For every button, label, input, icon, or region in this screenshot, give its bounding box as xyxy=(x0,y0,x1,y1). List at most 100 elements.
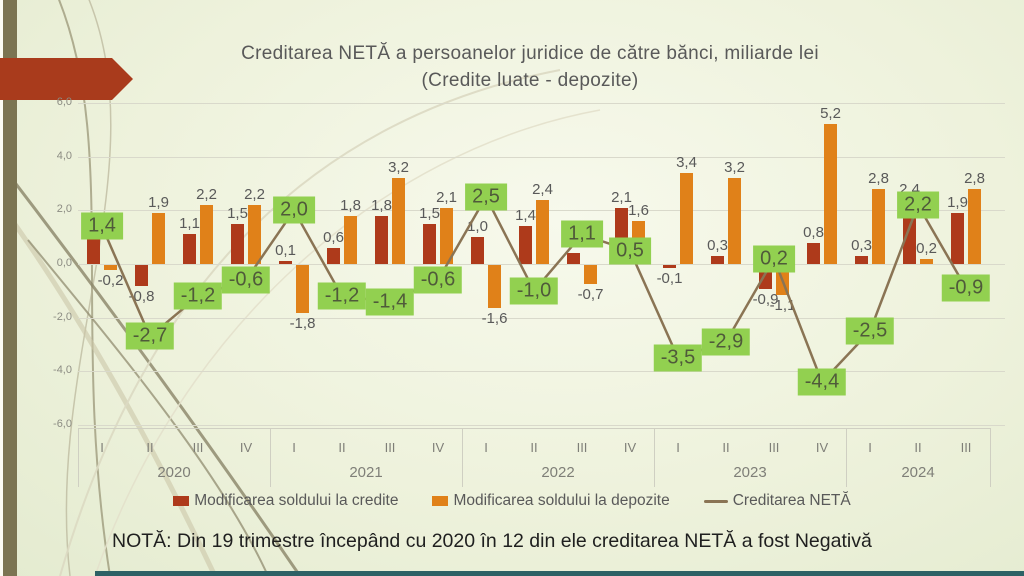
bar-data-label: -1,6 xyxy=(481,309,508,327)
y-axis-tick-label: -4,0 xyxy=(53,364,72,377)
x-axis-quarter-label: I xyxy=(292,440,296,455)
x-axis-year-label: 2022 xyxy=(541,464,575,481)
bar-depozite xyxy=(104,265,117,271)
bar-data-label: -1,8 xyxy=(289,315,316,333)
neta-data-label: -4,4 xyxy=(797,368,847,396)
red-arrow-decoration xyxy=(0,58,133,100)
y-axis-tick-label: -6,0 xyxy=(53,417,72,430)
swirl-curve xyxy=(27,239,269,576)
bottom-accent-strip xyxy=(95,571,1024,576)
bar-depozite xyxy=(680,172,693,264)
neta-data-label: 0,2 xyxy=(753,245,795,273)
bar-data-label: 0,2 xyxy=(916,239,937,257)
legend-square-marker xyxy=(173,496,190,506)
bar-credite xyxy=(279,261,292,264)
bar-data-label: 2,4 xyxy=(532,180,553,198)
bar-depozite xyxy=(440,207,453,264)
bar-data-label: 1,6 xyxy=(628,202,649,220)
neta-data-label: -1,0 xyxy=(509,277,559,305)
neta-data-label: 1,4 xyxy=(81,212,123,240)
neta-data-label: -2,7 xyxy=(125,322,175,350)
x-axis-quarter-label: I xyxy=(484,440,488,455)
neta-data-label: -3,5 xyxy=(653,344,703,372)
bar-depozite xyxy=(536,199,549,264)
note-text: NOTĂ: Din 19 trimestre începând cu 2020 … xyxy=(112,530,872,552)
bar-data-label: -0,2 xyxy=(97,272,124,290)
swirl-curve xyxy=(0,199,218,576)
neta-data-label: -1,4 xyxy=(365,288,415,316)
bar-data-label: -1,1 xyxy=(769,296,796,314)
bar-data-label: -0,8 xyxy=(128,288,155,306)
chart-title: Creditarea NETĂ a persoanelor juridice d… xyxy=(60,40,1000,94)
x-axis-quarter-label: II xyxy=(146,440,154,455)
bar-data-label: 5,2 xyxy=(820,105,841,123)
legend-item: Modificarea soldului la credite xyxy=(173,492,398,510)
bar-depozite xyxy=(200,204,213,264)
y-axis-tick-label: 2,0 xyxy=(56,203,72,216)
bar-depozite xyxy=(968,188,981,264)
neta-data-label: 1,1 xyxy=(561,220,603,248)
x-axis-quarter-label: II xyxy=(530,440,538,455)
x-axis-quarter-label: II xyxy=(914,440,922,455)
x-axis-quarter-label: III xyxy=(576,440,588,455)
legend-item-label: Creditarea NETĂ xyxy=(732,492,851,509)
bar-data-label: 2,8 xyxy=(868,169,889,187)
y-axis-tick-label: 4,0 xyxy=(56,149,72,162)
bar-credite xyxy=(519,226,532,264)
legend-item: Modificarea soldului la depozite xyxy=(432,492,670,510)
bar-depozite xyxy=(872,188,885,264)
bar-credite xyxy=(951,213,964,264)
x-axis-group-separator xyxy=(654,428,655,487)
legend-item: Creditarea NETĂ xyxy=(703,492,851,510)
x-axis-year-label: 2023 xyxy=(733,464,767,481)
y-gridline xyxy=(78,371,1005,373)
bar-depozite xyxy=(296,265,309,314)
x-axis-quarter-label: III xyxy=(192,440,204,455)
bar-depozite xyxy=(824,124,837,264)
bar-depozite xyxy=(152,213,165,264)
red-arrow-shape xyxy=(0,58,133,100)
legend-item-label: Modificarea soldului la depozite xyxy=(453,492,670,509)
bar-credite xyxy=(231,223,244,264)
x-axis-group-separator xyxy=(270,428,271,487)
neta-data-label: 2,5 xyxy=(465,183,507,211)
x-axis-quarter-label: II xyxy=(338,440,346,455)
x-axis-quarter-label: I xyxy=(868,440,872,455)
bar-depozite xyxy=(248,204,261,264)
slide-left-edge xyxy=(0,0,3,576)
x-axis-group-separator xyxy=(846,428,847,487)
neta-data-label: 2,0 xyxy=(273,196,315,224)
bar-data-label: 1,8 xyxy=(340,196,361,214)
bar-data-label: 2,1 xyxy=(436,188,457,206)
y-gridline xyxy=(78,264,1005,265)
bar-credite xyxy=(327,247,340,264)
x-axis-year-label: 2024 xyxy=(901,464,935,481)
neta-data-label: -0,9 xyxy=(941,274,991,302)
legend-square-marker xyxy=(432,496,449,506)
x-axis-quarter-label: III xyxy=(960,440,972,455)
bar-credite xyxy=(183,234,196,264)
chart-legend: Modificarea soldului la credite Modificar… xyxy=(0,492,1024,510)
x-axis-quarter-label: IV xyxy=(431,440,445,455)
legend-item-label: Modificarea soldului la credite xyxy=(194,492,399,509)
x-axis-quarter-label: III xyxy=(768,440,780,455)
x-axis-year-label: 2021 xyxy=(349,464,383,481)
bar-credite xyxy=(807,242,820,264)
x-axis-quarter-label: II xyxy=(722,440,730,455)
chart-title-line2: (Credite luate - depozite) xyxy=(421,70,639,91)
bar-credite xyxy=(135,265,148,287)
bar-data-label: 1,9 xyxy=(148,194,169,212)
neta-data-label: -0,6 xyxy=(413,266,463,294)
bar-data-label: 2,2 xyxy=(196,185,217,203)
neta-data-label: -1,2 xyxy=(317,282,367,310)
x-axis-quarter-label: I xyxy=(100,440,104,455)
x-axis-group-separator xyxy=(78,428,79,487)
x-axis-line xyxy=(78,428,990,429)
y-gridline xyxy=(78,103,1005,104)
bar-depozite xyxy=(488,265,501,308)
bar-data-label: 3,2 xyxy=(388,159,409,177)
x-axis-quarter-label: IV xyxy=(239,440,253,455)
x-axis-quarter-label: III xyxy=(384,440,396,455)
neta-data-label: -1,2 xyxy=(173,282,223,310)
